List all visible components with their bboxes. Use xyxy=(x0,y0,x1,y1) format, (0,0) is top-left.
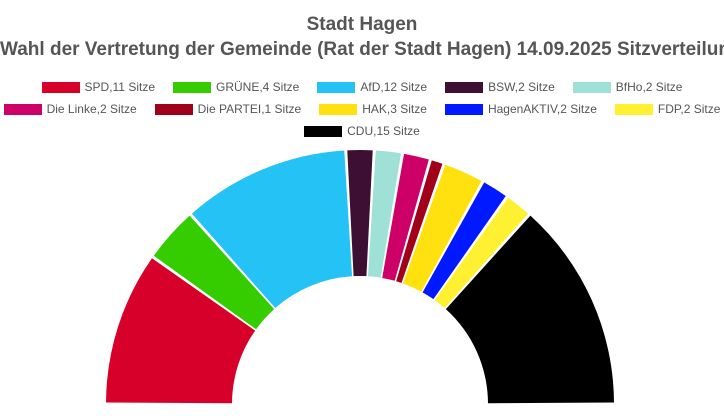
legend-label: Die Linke,2 Sitze xyxy=(46,102,137,116)
slice-fdp xyxy=(434,197,529,309)
legend-swatch xyxy=(317,81,356,93)
legend-label: SPD,11 Sitze xyxy=(84,80,155,94)
slice-spd xyxy=(106,258,256,404)
legend-item-bsw: BSW,2 Sitze xyxy=(445,80,555,94)
legend-label: AfD,12 Sitze xyxy=(360,80,428,94)
legend-item-die-linke: Die Linke,2 Sitze xyxy=(3,102,137,116)
slice-hak xyxy=(402,164,482,292)
legend-item-hak: HAK,3 Sitze xyxy=(319,102,427,116)
slice-cdu xyxy=(445,215,614,404)
legend-item-afd: AfD,12 Sitze xyxy=(317,80,427,94)
legend-row-3: CDU,15 Sitze xyxy=(0,124,724,138)
chart-title: Stadt Hagen xyxy=(306,14,418,35)
legend-label: HAK,3 Sitze xyxy=(362,102,427,116)
legend-swatch xyxy=(614,103,653,115)
chart-subtitle: Wahl der Vertretung der Gemeinde (Rat de… xyxy=(0,39,724,60)
legend-label: BfHo,2 Sitze xyxy=(615,80,683,94)
legend-row-2: Die Linke,2 Sitze Die PARTEI,1 Sitze HAK,3… xyxy=(0,102,724,116)
slice-grüne xyxy=(153,215,275,330)
legend-label: HagenAKTIV,2 Sitze xyxy=(487,102,597,116)
legend-label: Die PARTEI,1 Sitze xyxy=(197,102,302,116)
legend-swatch xyxy=(445,81,484,93)
legend-item-die-partei: Die PARTEI,1 Sitze xyxy=(154,102,302,116)
legend-label: BSW,2 Sitze xyxy=(488,80,555,94)
legend-item-fdp: FDP,2 Sitze xyxy=(614,102,721,116)
slice-afd xyxy=(191,150,353,309)
legend-label: GRÜNE,4 Sitze xyxy=(216,80,300,94)
legend-swatch xyxy=(154,103,193,115)
legend-label: CDU,15 Sitze xyxy=(347,124,420,138)
legend-swatch xyxy=(444,103,483,115)
legend-row-1: SPD,11 Sitze GRÜNE,4 Sitze AfD,12 Sitze BSW… xyxy=(0,80,724,94)
legend-swatch xyxy=(304,125,343,137)
legend-label: FDP,2 Sitze xyxy=(657,102,721,116)
legend-item-cdu: CDU,15 Sitze xyxy=(304,124,420,138)
legend-swatch xyxy=(319,103,358,115)
legend-swatch xyxy=(3,103,42,115)
slice-die-linke xyxy=(382,153,429,281)
legend-item-hagenaktiv: HagenAKTIV,2 Sitze xyxy=(444,102,597,116)
slice-bsw xyxy=(347,150,373,277)
legend-swatch xyxy=(41,81,80,93)
slice-bfho xyxy=(367,150,402,278)
legend-swatch xyxy=(173,81,211,93)
legend-item-grüne: GRÜNE,4 Sitze xyxy=(173,80,299,94)
legend-item-bfho: BfHo,2 Sitze xyxy=(572,80,683,94)
slice-hagenaktiv xyxy=(422,182,506,300)
legend-swatch xyxy=(572,81,611,93)
legend-item-spd: SPD,11 Sitze xyxy=(41,80,155,94)
slice-die-partei xyxy=(396,160,443,283)
